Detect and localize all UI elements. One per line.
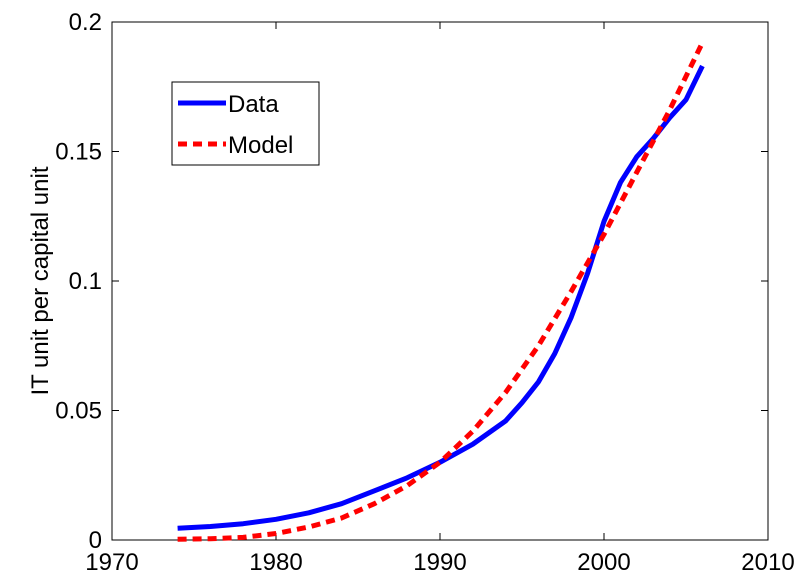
y-tick-label: 0.1	[69, 268, 102, 295]
legend-model-label: Model	[228, 132, 293, 159]
x-tick-label: 2000	[577, 549, 630, 576]
y-tick-label: 0.2	[69, 9, 102, 36]
legend: Data Model	[171, 81, 320, 166]
series-layer	[177, 41, 705, 542]
x-tick-label: 2010	[741, 549, 794, 576]
legend-box	[171, 81, 320, 166]
series-line-model	[177, 41, 705, 542]
legend-data-label: Data	[228, 91, 279, 118]
x-tick-label: 1990	[413, 549, 466, 576]
series-line-data	[177, 64, 705, 531]
y-tick-label: 0.05	[55, 398, 102, 425]
x-tick-label: 1980	[249, 549, 302, 576]
y-tick-label: 0.15	[55, 139, 102, 166]
ticks-layer: 1970 1980 1990 2000 2010 0 0.05 0.1 0.15 0.2	[55, 9, 794, 576]
y-axis-label: IT unit per capital unit	[27, 166, 54, 395]
x-tick-label: 1970	[85, 549, 138, 576]
y-tick-label: 0	[89, 527, 102, 554]
